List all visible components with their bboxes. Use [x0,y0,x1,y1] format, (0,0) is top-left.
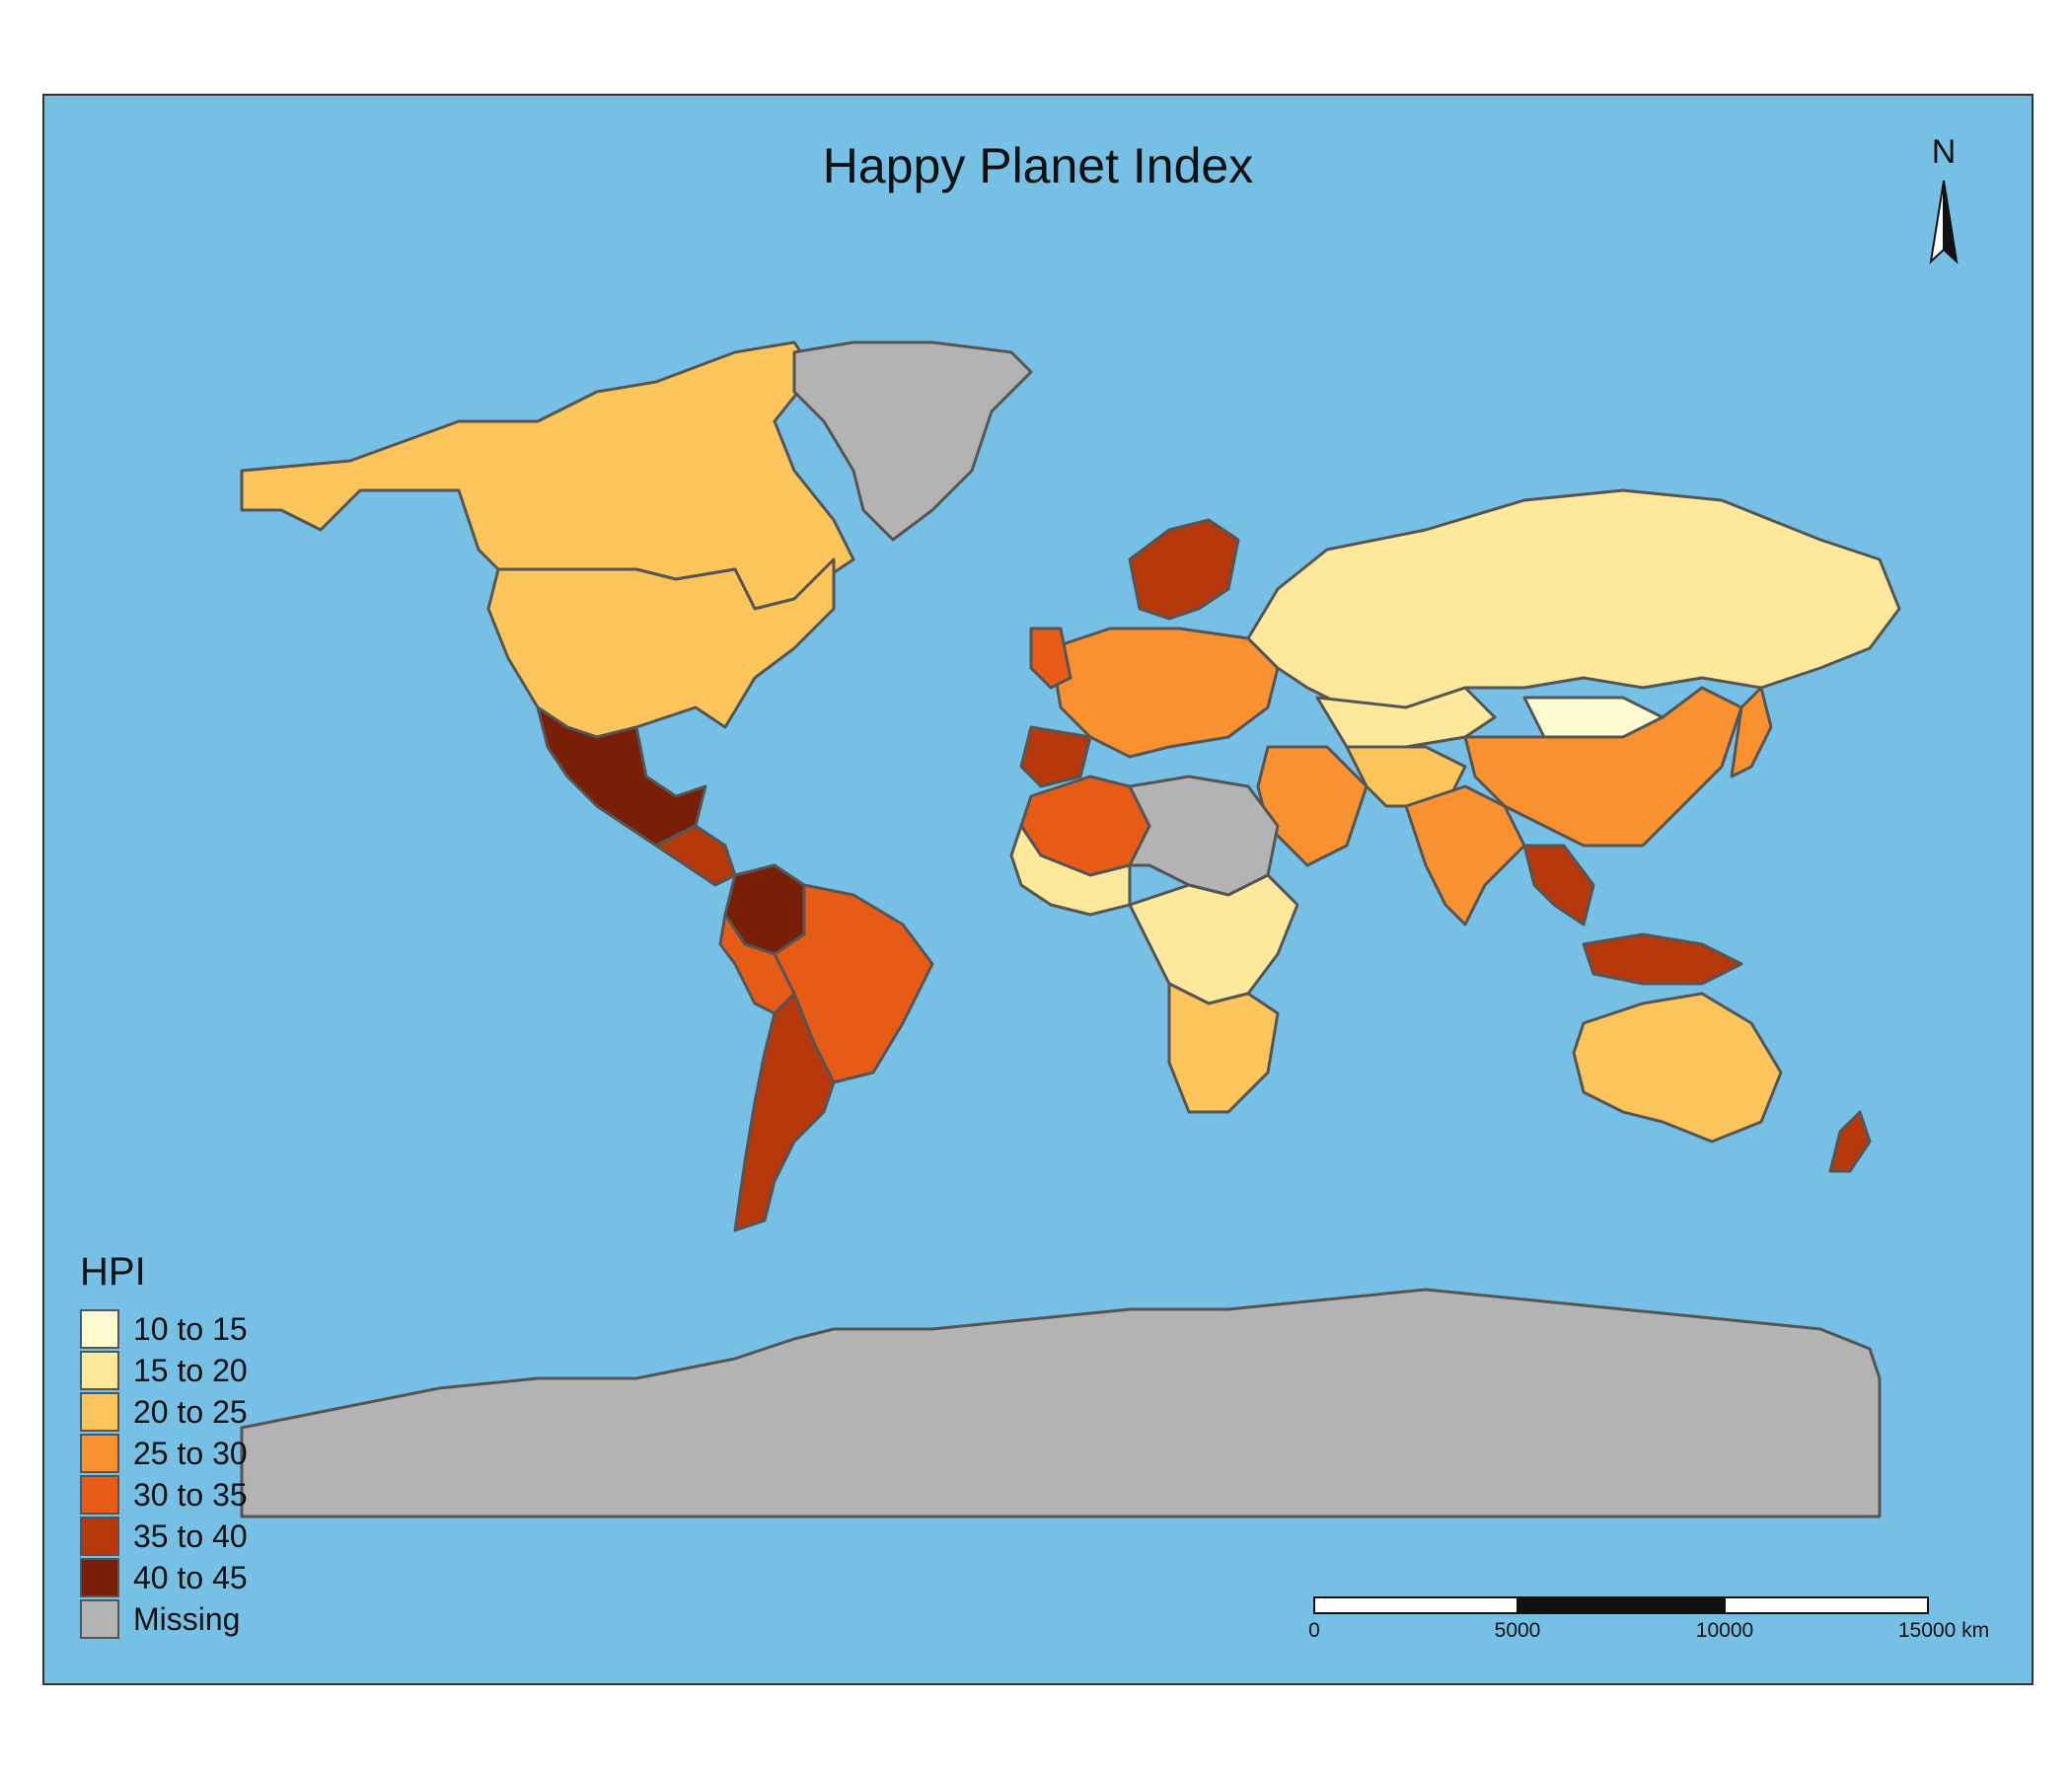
region-argentina [733,992,836,1232]
legend-label: 40 to 45 [133,1559,248,1595]
world-map [240,340,1901,1518]
legend-item: 10 to 15 [80,1308,248,1350]
region-sahara [1128,775,1280,897]
scale-tick: 15000 km [1897,1619,1990,1642]
region-russia [1246,488,1901,709]
scale-tick: 10000 [1695,1619,1754,1642]
region-mexico [536,705,707,848]
legend-swatch [80,1599,119,1639]
region-antarctica [240,1288,1882,1518]
map-frame: Happy Planet Index N HPI 10 to 15 15 to … [42,94,2034,1685]
region-china [1463,686,1743,848]
legend-item: 25 to 30 [80,1433,248,1474]
legend-swatch [80,1309,119,1349]
region-new-zealand [1828,1110,1872,1173]
legend-label: 10 to 15 [133,1310,248,1347]
legend-items: 10 to 15 15 to 20 20 to 25 25 to 30 30 t… [80,1308,248,1640]
legend: HPI 10 to 15 15 to 20 20 to 25 25 to 30 … [80,1250,248,1640]
legend-label: 20 to 25 [133,1393,248,1430]
scale-tick: 5000 [1494,1619,1541,1642]
north-label: N [1931,133,1957,171]
legend-swatch [80,1475,119,1515]
legend-item: 40 to 45 [80,1557,248,1598]
legend-item: 20 to 25 [80,1391,248,1433]
region-southeast-asia [1522,844,1595,926]
region-india [1404,784,1526,926]
north-arrow-icon [1929,180,1959,264]
map-title: Happy Planet Index [822,138,1254,193]
scale-bar: 0 5000 10000 15000 km [1308,1593,1989,1653]
region-indonesia [1582,932,1743,986]
region-japan [1730,686,1773,778]
north-arrow: N [1909,133,1978,271]
legend-item: 35 to 40 [80,1516,248,1557]
scale-bar-graphic [1313,1596,1929,1614]
legend-swatch [80,1392,119,1432]
legend-title: HPI [80,1250,146,1294]
region-brazil [773,883,934,1084]
region-europe [1049,627,1280,759]
legend-label: 35 to 40 [133,1517,248,1554]
legend-item: 30 to 35 [80,1474,248,1516]
region-west-africa [1009,824,1132,917]
legend-label: Missing [133,1600,241,1637]
legend-item: 15 to 20 [80,1350,248,1391]
legend-label: 30 to 35 [133,1476,248,1513]
region-southern-africa [1167,982,1280,1114]
legend-swatch [80,1434,119,1473]
region-greenland [792,340,1033,542]
region-australia [1572,992,1783,1144]
region-uk [1029,627,1073,690]
region-scandinavia [1128,518,1240,621]
legend-swatch [80,1558,119,1597]
legend-swatch [80,1351,119,1390]
legend-label: 15 to 20 [133,1352,248,1388]
legend-label: 25 to 30 [133,1435,248,1471]
scale-tick: 0 [1308,1619,1320,1642]
region-central-africa [1128,873,1299,1005]
region-middle-east [1256,745,1369,867]
legend-item: Missing [80,1598,248,1640]
region-iberia [1019,725,1092,788]
legend-swatch [80,1517,119,1556]
